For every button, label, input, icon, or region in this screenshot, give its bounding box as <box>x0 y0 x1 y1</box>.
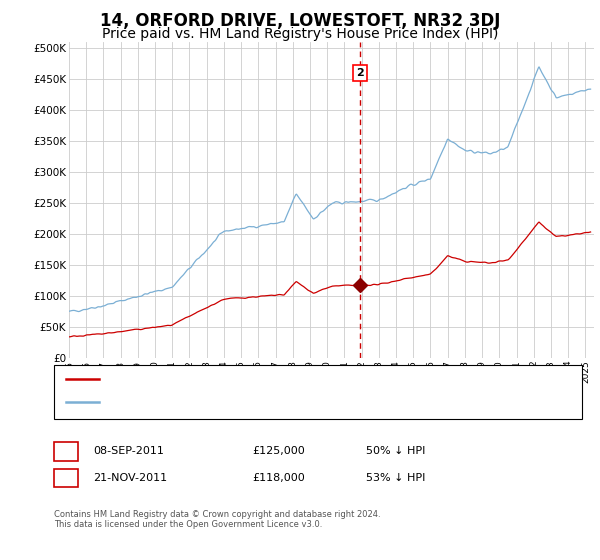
Text: 21-NOV-2011: 21-NOV-2011 <box>93 473 167 483</box>
Text: 2: 2 <box>62 473 70 483</box>
Text: Contains HM Land Registry data © Crown copyright and database right 2024.
This d: Contains HM Land Registry data © Crown c… <box>54 510 380 529</box>
Text: 1: 1 <box>62 446 70 456</box>
Text: 14, ORFORD DRIVE, LOWESTOFT, NR32 3DJ: 14, ORFORD DRIVE, LOWESTOFT, NR32 3DJ <box>100 12 500 30</box>
Text: 50% ↓ HPI: 50% ↓ HPI <box>366 446 425 456</box>
Text: £118,000: £118,000 <box>252 473 305 483</box>
Text: 14, ORFORD DRIVE, LOWESTOFT, NR32 3DJ (detached house): 14, ORFORD DRIVE, LOWESTOFT, NR32 3DJ (d… <box>105 374 407 384</box>
Text: 08-SEP-2011: 08-SEP-2011 <box>93 446 164 456</box>
Text: £125,000: £125,000 <box>252 446 305 456</box>
Text: HPI: Average price, detached house, East Suffolk: HPI: Average price, detached house, East… <box>105 397 343 407</box>
Text: 53% ↓ HPI: 53% ↓ HPI <box>366 473 425 483</box>
Text: Price paid vs. HM Land Registry's House Price Index (HPI): Price paid vs. HM Land Registry's House … <box>102 27 498 41</box>
Text: 2: 2 <box>356 68 364 78</box>
